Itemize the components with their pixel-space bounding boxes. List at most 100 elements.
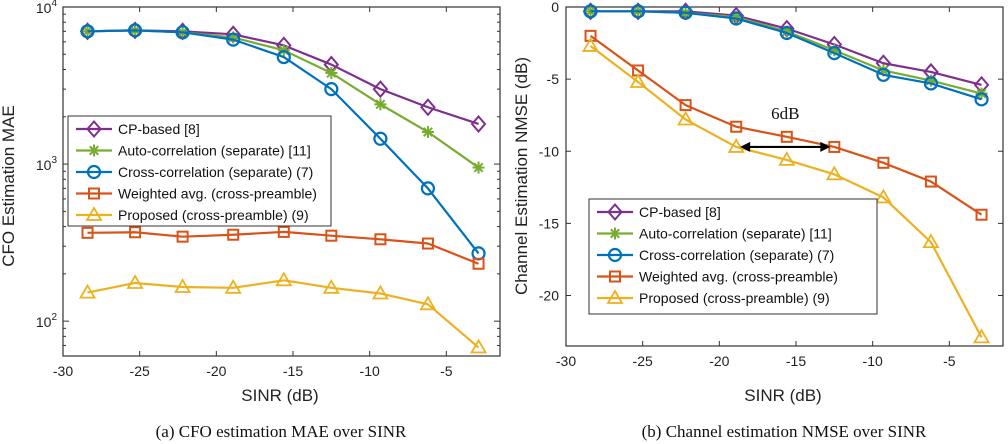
marker-square — [780, 130, 793, 143]
marker-circle — [86, 164, 102, 180]
marker-diamond — [372, 80, 389, 99]
y-axis: 0 -5 -10 -15 -20 — [539, 0, 1003, 304]
series-line — [87, 230, 479, 265]
marker-triangle — [581, 37, 600, 52]
x-axis: -30 -25 -20 -15 -10 -5 — [556, 7, 956, 369]
marker-circle — [373, 131, 388, 146]
x-tick-label: -5 — [440, 363, 453, 379]
legend-entry: CP-based [8] — [76, 119, 200, 139]
marker-triangle — [874, 188, 892, 204]
legend: CP-based [8] Auto-correlation (separate) … — [67, 115, 332, 227]
legend-label: Weighted avg. (cross-preamble) — [639, 269, 838, 285]
series-line — [87, 279, 480, 349]
x-tick-label: -30 — [53, 363, 73, 379]
marker-square — [877, 156, 890, 169]
x-tick-label: -25 — [130, 363, 150, 379]
marker-circle — [729, 11, 744, 26]
series-line — [87, 29, 480, 255]
marker-square — [975, 208, 988, 221]
marker-square — [924, 175, 937, 188]
marker-star — [325, 67, 338, 80]
legend-label: Proposed (cross-preamble) (9) — [639, 290, 830, 306]
marker-circle — [923, 76, 939, 91]
marker-triangle — [419, 295, 437, 311]
marker-triangle — [778, 151, 796, 166]
marker-square — [227, 228, 240, 241]
legend-entry: Auto-correlation (separate) [11] — [597, 226, 832, 242]
marker-triangle — [922, 233, 940, 249]
series-circle — [80, 23, 486, 261]
legend-entry: Weighted avg. (cross-preamble) — [597, 269, 838, 285]
marker-square — [584, 29, 597, 42]
marker-triangle — [371, 284, 389, 300]
legend-label: Cross-correlation (separate) (7) — [118, 164, 313, 180]
marker-square — [730, 120, 743, 133]
series-triangle — [581, 37, 991, 344]
marker-circle — [175, 25, 190, 40]
marker-circle — [80, 24, 95, 39]
x-tick-label: -10 — [863, 353, 883, 369]
marker-square — [88, 187, 100, 200]
marker-circle — [420, 181, 436, 196]
marker-square — [277, 225, 290, 238]
legend-entry: Cross-correlation (separate) (7) — [597, 247, 834, 263]
series-triangle — [78, 271, 488, 354]
y-tick-label: -15 — [539, 215, 559, 231]
plot-frame — [565, 6, 1004, 347]
annotation-arrowhead-right — [820, 141, 831, 152]
marker-diamond — [470, 114, 487, 134]
marker-star — [88, 144, 100, 157]
legend-entry: Cross-correlation (separate) (7) — [76, 164, 313, 180]
marker-triangle — [825, 165, 843, 181]
marker-diamond — [607, 202, 623, 222]
legend-label: Cross-correlation (separate) (7) — [639, 247, 834, 263]
figure-caption: (b) Channel estimation NMSE over SINR — [642, 422, 927, 441]
legend-label: Weighted avg. (cross-preamble) — [118, 186, 317, 202]
figure-caption: (a) CFO estimation MAE over SINR — [156, 422, 407, 441]
x-axis-label: SINR (dB) — [241, 386, 318, 405]
marker-star — [609, 227, 621, 240]
marker-square — [679, 99, 692, 112]
marker-triangle — [606, 289, 624, 304]
marker-circle — [127, 23, 143, 38]
legend-label: Auto-correlation (separate) [11] — [118, 143, 311, 159]
marker-triangle — [629, 73, 647, 88]
marker-square — [129, 226, 142, 239]
legend-box — [67, 115, 332, 227]
y-axis-label: Channel Estimation NMSE (dB) — [512, 57, 531, 295]
marker-triangle — [972, 328, 991, 344]
y-tick-label: -10 — [539, 143, 559, 159]
y-tick-label: 102 — [36, 312, 58, 330]
x-tick-label: -20 — [709, 353, 729, 369]
annotation-arrowhead-left — [740, 141, 751, 152]
marker-circle — [779, 25, 794, 41]
marker-triangle — [85, 206, 103, 221]
series-circle — [583, 4, 989, 107]
x-tick-label: -15 — [786, 353, 806, 369]
marker-triangle — [275, 271, 293, 287]
series-square — [584, 29, 988, 221]
legend-entry: Proposed (cross-preamble) (9) — [597, 289, 830, 306]
marker-circle — [324, 82, 339, 97]
y-tick-label: -5 — [547, 71, 560, 87]
marker-circle — [583, 4, 598, 19]
marker-diamond — [420, 98, 436, 117]
marker-square — [325, 229, 338, 242]
marker-square — [374, 233, 387, 246]
marker-triangle — [78, 283, 97, 299]
marker-circle — [471, 246, 486, 261]
legend-entry: Weighted avg. (cross-preamble) — [76, 186, 317, 202]
annotation: 6dB — [740, 104, 831, 152]
annotation-label: 6dB — [771, 104, 799, 123]
x-tick-label: -20 — [206, 363, 226, 379]
y-tick-label: 104 — [36, 0, 58, 16]
marker-circle — [678, 5, 693, 20]
marker-circle — [226, 32, 241, 47]
legend-entry: CP-based [8] — [597, 202, 721, 222]
legend-label: Proposed (cross-preamble) (9) — [118, 207, 309, 223]
marker-circle — [276, 49, 291, 65]
legend: CP-based [8] Auto-correlation (separate) … — [588, 198, 878, 315]
x-tick-label: -10 — [360, 363, 380, 379]
y-tick-label: 103 — [36, 155, 58, 173]
